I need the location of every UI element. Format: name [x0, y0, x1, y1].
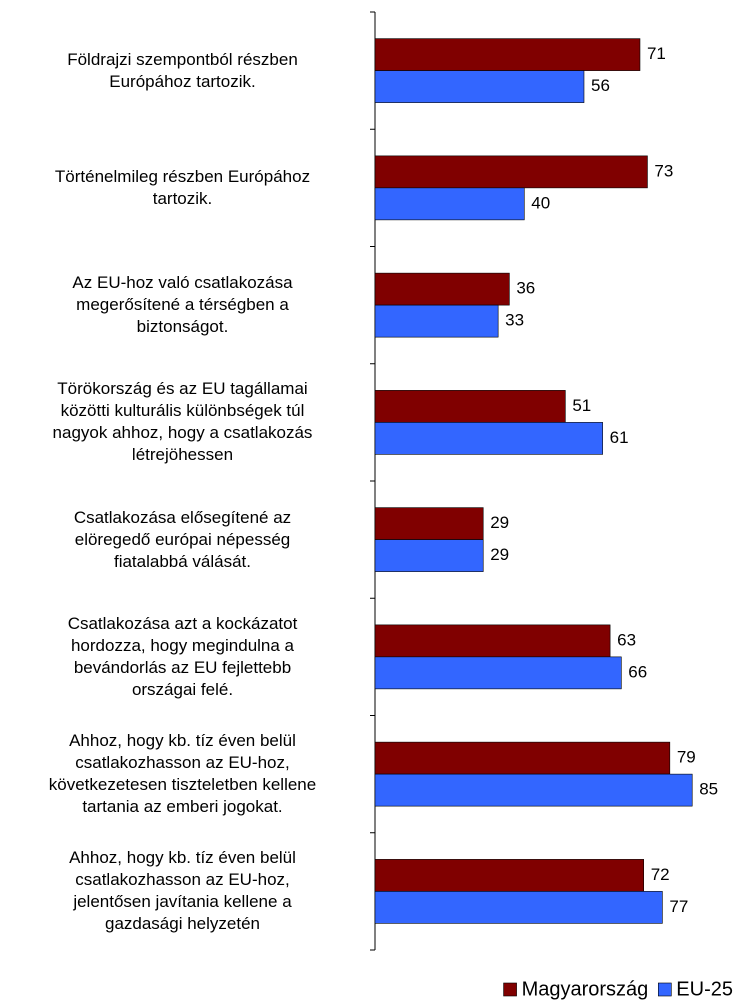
legend-swatch [503, 982, 517, 997]
bar [374, 38, 641, 71]
data-label: 61 [610, 428, 629, 447]
category-label: Történelmileg részben Európához tartozik… [54, 166, 311, 208]
data-label: 71 [647, 44, 666, 63]
data-label: 29 [490, 513, 509, 532]
bar [374, 507, 484, 540]
bar [374, 187, 525, 221]
bar [374, 656, 622, 690]
data-label: 79 [677, 748, 696, 767]
data-label: 72 [651, 865, 670, 884]
data-label: 66 [628, 662, 647, 681]
data-label: 36 [516, 279, 535, 298]
bar [374, 539, 484, 572]
bar [374, 304, 499, 338]
bar [374, 859, 645, 892]
bar [374, 741, 671, 775]
data-label: 40 [531, 193, 550, 212]
bar [374, 155, 648, 189]
legend-label: EU-25 [676, 978, 733, 1000]
bar [374, 891, 663, 924]
category-label: Csatlakozása azt a kockázatot hordozza, … [67, 613, 298, 699]
category-label: Ahhoz, hogy kb. tíz éven belül csatlakoz… [69, 848, 296, 934]
category-label: Csatlakozása elősegítené az elöregedő eu… [73, 507, 292, 571]
bar [374, 624, 611, 658]
data-label: 29 [490, 545, 509, 564]
data-label: 63 [617, 630, 636, 649]
legend-label: Magyarország [522, 978, 649, 1000]
data-label: 56 [591, 76, 610, 95]
bar [374, 422, 603, 455]
bar [374, 70, 585, 103]
legend-swatch [657, 982, 672, 997]
bar [374, 773, 693, 807]
data-label: 73 [654, 161, 673, 180]
bar [374, 272, 510, 306]
data-label: 77 [669, 897, 688, 916]
data-label: 51 [572, 396, 591, 415]
data-label: 85 [699, 780, 718, 799]
category-label: Földrajzi szempontból részben Európához … [67, 49, 298, 91]
category-label: Ahhoz, hogy kb. tíz éven belül csatlakoz… [48, 731, 317, 816]
bar [374, 390, 566, 423]
category-label: Az EU-hoz való csatlakozása megerősítené… [72, 273, 293, 336]
data-label: 33 [505, 311, 524, 330]
category-label: Törökország és az EU tagállamai közötti … [52, 379, 313, 465]
